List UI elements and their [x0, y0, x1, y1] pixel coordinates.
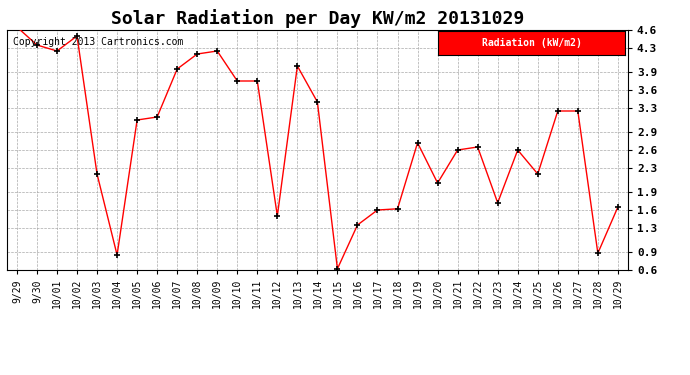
Title: Solar Radiation per Day KW/m2 20131029: Solar Radiation per Day KW/m2 20131029 [111, 9, 524, 28]
Text: Copyright 2013 Cartronics.com: Copyright 2013 Cartronics.com [13, 37, 184, 47]
